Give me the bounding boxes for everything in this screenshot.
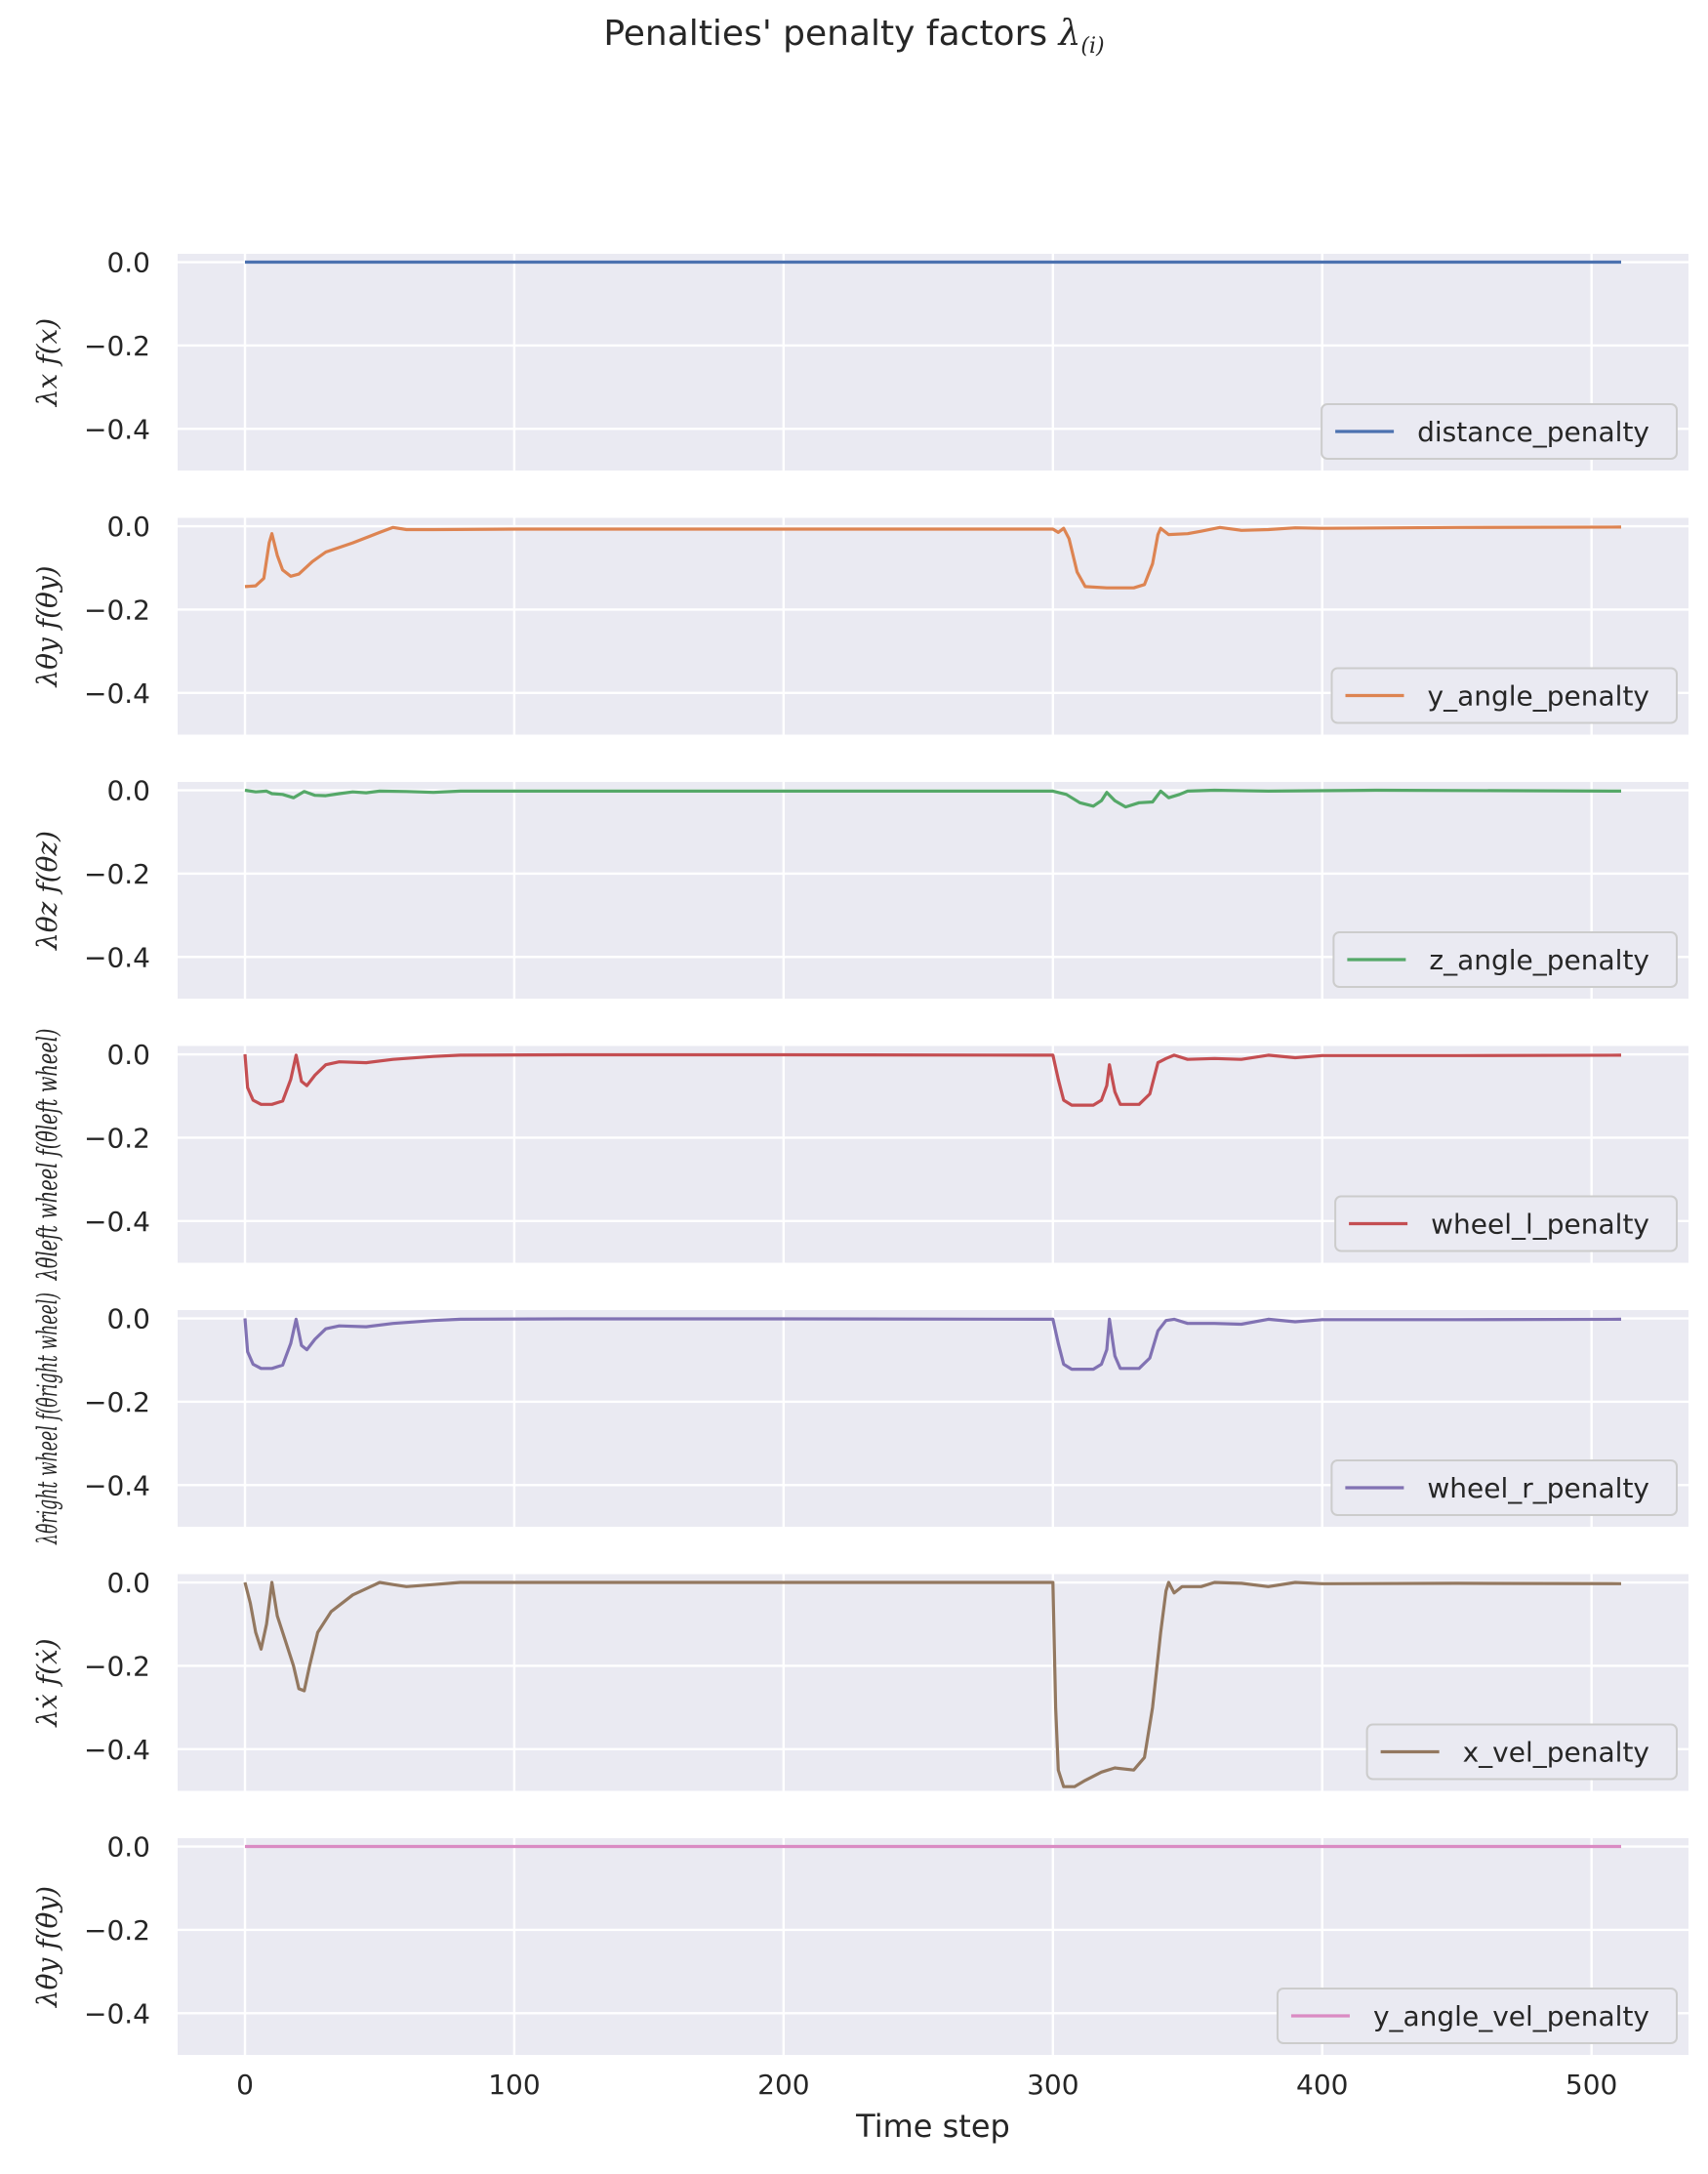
y-tick-label: −0.4 <box>84 413 150 445</box>
y-tick-label: −0.4 <box>84 941 150 973</box>
subplot-7: 0.0 −0.2 −0.4 y_angle_vel_penalty λθ̇y f(θ̇y… <box>31 1831 1688 2055</box>
series-line-z_angle_penalty <box>244 788 1622 809</box>
legend-label: y_angle_vel_penalty <box>1373 2000 1649 2032</box>
y-axis-label: λθ̇left wheel f(θ̇left wheel) <box>31 1029 63 1282</box>
subplot-3: 0.0 −0.2 −0.4 z_angle_penalty λθz f(θz) <box>31 775 1688 999</box>
y-tick-label: −0.4 <box>84 677 150 710</box>
figure-title: Penalties' penalty factors λ(i) <box>0 14 1708 59</box>
y-tick-label: −0.2 <box>84 594 150 626</box>
y-tick-label: −0.2 <box>84 858 150 890</box>
series-line-wheel_l_penalty <box>243 1052 1622 1107</box>
y-axis-label: λẋ f(ẋ) <box>31 1638 63 1727</box>
legend-label: wheel_r_penalty <box>1427 1472 1649 1504</box>
series-line-y_angle_penalty <box>244 525 1622 590</box>
subplot-5: 0.0 −0.2 −0.4 wheel_r_penalty λθ̇right wheel… <box>31 1292 1688 1545</box>
y-tick-label: −0.2 <box>84 1650 150 1682</box>
y-tick-label: −0.4 <box>84 1469 150 1501</box>
y-tick-label: 0.0 <box>106 1567 150 1599</box>
legend-label: distance_penalty <box>1417 416 1649 448</box>
y-tick-label: 0.0 <box>106 775 150 807</box>
legend-box <box>1365 1723 1678 1781</box>
y-tick-label: −0.4 <box>84 1997 150 2030</box>
x-tick-label: 300 <box>1027 2069 1078 2101</box>
subplot-1: 0.0 −0.2 −0.4 distance_penalty λx f(x) <box>31 247 1688 471</box>
y-tick-label: 0.0 <box>106 1303 150 1335</box>
y-tick-label: −0.4 <box>84 1206 150 1238</box>
x-tick-label: 500 <box>1566 2069 1617 2101</box>
y-tick-label: −0.2 <box>84 1386 150 1418</box>
x-axis-label: Time step <box>855 2108 1010 2145</box>
subplot-2: 0.0 −0.2 −0.4 y_angle_penalty λθy f(θy) <box>31 511 1688 735</box>
x-tick-label: 400 <box>1296 2069 1348 2101</box>
y-tick-label: 0.0 <box>106 511 150 543</box>
legend-box <box>1332 931 1678 988</box>
y-axis-label: λθ̇y f(θ̇y) <box>31 1886 63 2008</box>
figure-title-symbol: λ <box>1058 14 1081 54</box>
series-line-wheel_r_penalty <box>243 1317 1622 1372</box>
y-tick-label: −0.2 <box>84 1122 150 1154</box>
y-tick-label: 0.0 <box>106 247 150 279</box>
legend-box <box>1321 403 1678 460</box>
legend-label: wheel_l_penalty <box>1431 1209 1649 1241</box>
y-tick-label: −0.2 <box>84 330 150 362</box>
legend-box <box>1334 1195 1678 1252</box>
figure-title-subscript: (i) <box>1080 34 1105 60</box>
subplot-4: 0.0 −0.2 −0.4 wheel_l_penalty λθ̇left wheel … <box>31 1029 1688 1282</box>
x-tick-label: 200 <box>757 2069 809 2101</box>
y-tick-label: −0.4 <box>84 1734 150 1766</box>
legend-box <box>1330 667 1678 724</box>
y-axis-label: λx f(x) <box>31 318 63 407</box>
legend-box <box>1330 1459 1678 1516</box>
legend-box <box>1276 1988 1678 2044</box>
legend-label: y_angle_penalty <box>1428 680 1650 713</box>
series-line-x_vel_penalty <box>243 1580 1622 1788</box>
x-tick-label: 100 <box>488 2069 540 2101</box>
subplot-6: 0.0 −0.2 −0.4 x_vel_penalty λẋ f(ẋ) <box>31 1567 1688 1791</box>
y-tick-label: 0.0 <box>106 1831 150 1864</box>
x-tick-label: 0 <box>236 2069 254 2101</box>
y-axis-label: λθ̇right wheel f(θ̇right wheel) <box>31 1292 63 1545</box>
y-axis-label: λθz f(θz) <box>31 831 63 951</box>
legend-label: z_angle_penalty <box>1429 944 1649 976</box>
y-axis-label: λθy f(θy) <box>31 565 63 687</box>
figure-title-text: Penalties' penalty factors <box>603 14 1048 54</box>
y-tick-label: −0.2 <box>84 1914 150 1947</box>
legend-label: x_vel_penalty <box>1463 1737 1649 1769</box>
y-tick-label: 0.0 <box>106 1039 150 1071</box>
